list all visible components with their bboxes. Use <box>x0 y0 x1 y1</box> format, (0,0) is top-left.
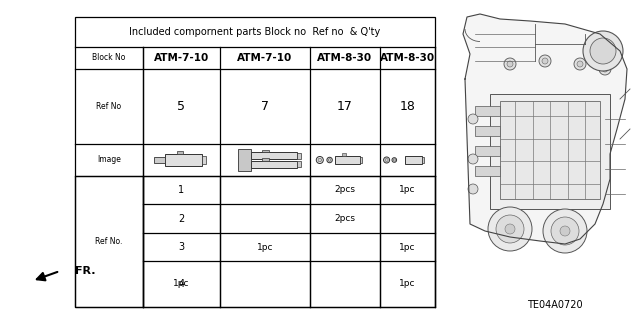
Bar <box>500 101 600 199</box>
Bar <box>342 153 346 156</box>
Bar <box>237 149 251 171</box>
Circle shape <box>488 207 532 251</box>
Text: 5: 5 <box>177 100 186 113</box>
Circle shape <box>551 217 579 245</box>
Bar <box>262 158 269 161</box>
Text: 1pc: 1pc <box>173 279 189 288</box>
Bar <box>262 150 269 152</box>
Bar <box>422 157 424 163</box>
Text: ATM-7-10: ATM-7-10 <box>154 53 209 63</box>
Bar <box>404 156 422 164</box>
Circle shape <box>316 157 323 164</box>
Text: 1pc: 1pc <box>399 242 416 251</box>
Bar <box>251 161 298 168</box>
Bar <box>335 156 360 165</box>
Text: FR.: FR. <box>75 266 95 276</box>
Circle shape <box>393 159 396 161</box>
Text: 1pc: 1pc <box>399 279 416 288</box>
Text: Block No: Block No <box>92 54 125 63</box>
Text: ATM-8-30: ATM-8-30 <box>380 53 435 63</box>
Bar <box>75 17 435 307</box>
Circle shape <box>599 63 611 75</box>
Text: 18: 18 <box>399 100 415 113</box>
Polygon shape <box>463 14 627 244</box>
Circle shape <box>468 184 478 194</box>
Bar <box>165 154 202 166</box>
Bar <box>177 151 183 154</box>
Bar <box>490 94 610 209</box>
Circle shape <box>318 158 321 162</box>
Text: 17: 17 <box>337 100 353 113</box>
Text: 7: 7 <box>261 100 269 113</box>
Text: 4: 4 <box>179 279 184 289</box>
Circle shape <box>385 159 388 161</box>
Circle shape <box>468 154 478 164</box>
Text: 1: 1 <box>179 185 184 195</box>
Circle shape <box>574 58 586 70</box>
Bar <box>251 152 298 160</box>
Circle shape <box>583 31 623 71</box>
Text: Ref No.: Ref No. <box>95 237 123 246</box>
Text: ATM-7-10: ATM-7-10 <box>237 53 292 63</box>
Bar <box>75 176 143 307</box>
Text: 1pc: 1pc <box>257 242 273 251</box>
Circle shape <box>602 66 608 72</box>
Circle shape <box>505 224 515 234</box>
Circle shape <box>543 209 587 253</box>
Bar <box>154 157 165 163</box>
Circle shape <box>560 226 570 236</box>
Bar <box>360 157 362 163</box>
Circle shape <box>504 58 516 70</box>
Text: TE04A0720: TE04A0720 <box>527 300 583 310</box>
Circle shape <box>590 38 616 64</box>
Text: 3: 3 <box>179 242 184 252</box>
Text: 1pc: 1pc <box>399 186 416 195</box>
Circle shape <box>392 158 397 162</box>
Bar <box>298 161 301 167</box>
Circle shape <box>542 58 548 64</box>
Text: Ref No: Ref No <box>97 102 122 111</box>
Text: Included compornent parts Block no  Ref no  & Q'ty: Included compornent parts Block no Ref n… <box>129 27 381 37</box>
Bar <box>475 166 500 176</box>
Bar <box>298 153 301 159</box>
Bar <box>202 156 206 164</box>
Text: Image: Image <box>97 155 121 165</box>
Circle shape <box>383 157 390 163</box>
Text: 2pcs: 2pcs <box>335 186 355 195</box>
Bar <box>475 126 500 136</box>
Circle shape <box>539 55 551 67</box>
Circle shape <box>328 159 331 161</box>
Text: 2: 2 <box>179 213 184 224</box>
Bar <box>475 106 500 116</box>
Circle shape <box>327 157 332 163</box>
Circle shape <box>507 61 513 67</box>
Text: ATM-8-30: ATM-8-30 <box>317 53 372 63</box>
Circle shape <box>496 215 524 243</box>
Text: 2pcs: 2pcs <box>335 214 355 223</box>
Bar <box>475 146 500 156</box>
Circle shape <box>468 114 478 124</box>
Circle shape <box>577 61 583 67</box>
